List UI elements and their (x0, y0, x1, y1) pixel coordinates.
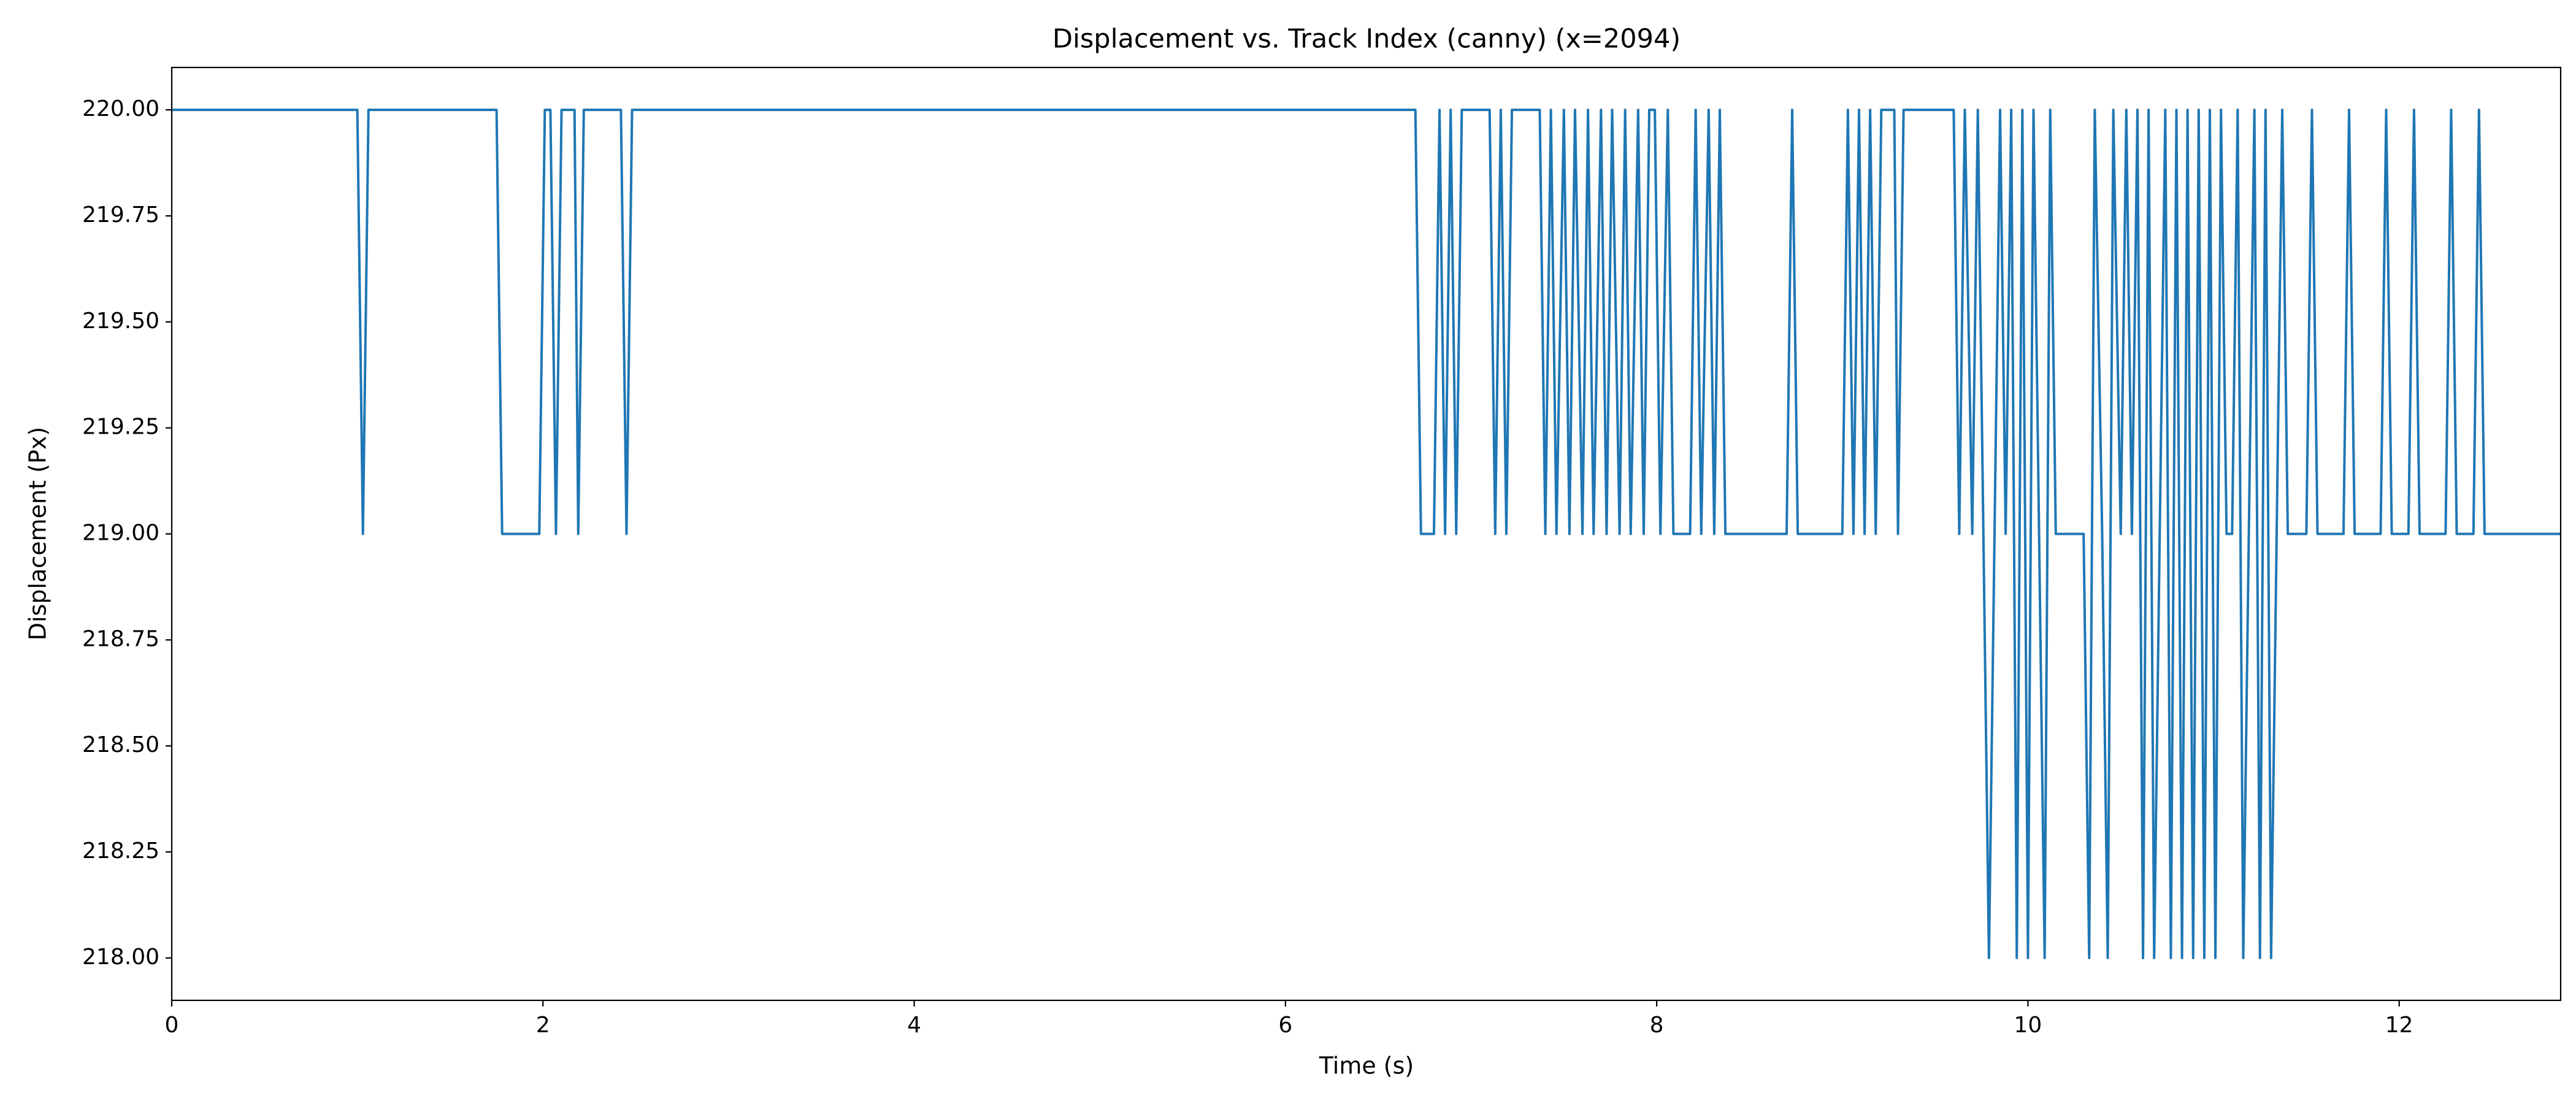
y-tick-label: 219.75 (82, 202, 159, 228)
plot-frame (171, 66, 2562, 1002)
y-axis-label: Displacement (Px) (25, 427, 52, 640)
y-tick-label: 220.00 (82, 96, 159, 121)
x-tick-label: 8 (1650, 1013, 1664, 1038)
y-tick-label: 218.50 (82, 732, 159, 757)
y-tick-label: 219.50 (82, 309, 159, 334)
x-tick-label: 6 (1278, 1013, 1292, 1038)
chart-title: Displacement vs. Track Index (canny) (x=… (1052, 24, 1681, 55)
x-tick-label: 4 (907, 1013, 921, 1038)
y-tick-label: 219.00 (82, 521, 159, 546)
x-tick-label: 12 (2385, 1013, 2413, 1038)
y-tick-label: 218.00 (82, 945, 159, 970)
x-axis-label: Time (s) (1319, 1052, 1414, 1079)
data-line (172, 109, 2561, 959)
y-tick-label: 218.25 (82, 838, 159, 864)
x-tick-label: 2 (536, 1013, 550, 1038)
y-tick-label: 218.75 (82, 626, 159, 651)
x-tick-label: 0 (165, 1013, 179, 1038)
y-tick-label: 219.25 (82, 415, 159, 440)
x-tick-label: 10 (2014, 1013, 2042, 1038)
